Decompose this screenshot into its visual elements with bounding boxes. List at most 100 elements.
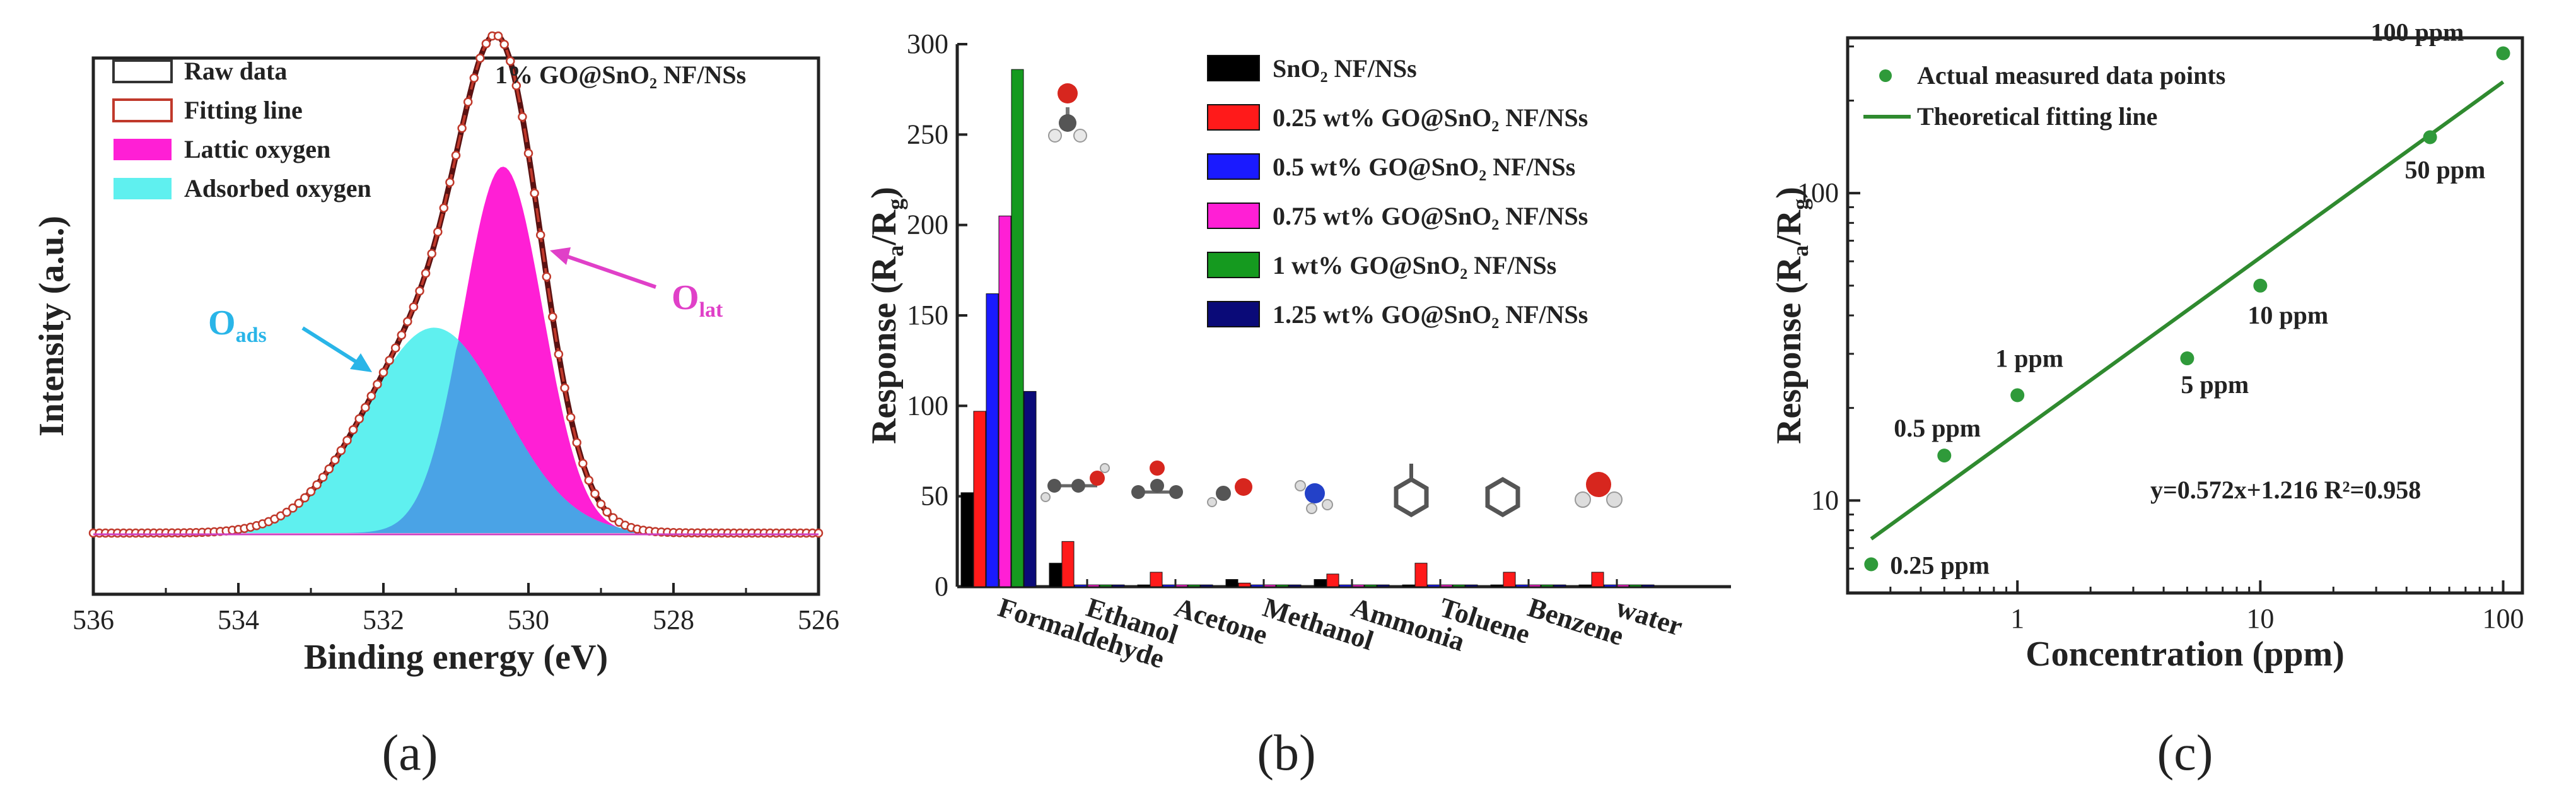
bar — [1099, 584, 1112, 587]
bar — [1427, 584, 1440, 587]
panel-c-label: (c) — [2157, 725, 2213, 781]
raw-data-point — [361, 402, 370, 413]
raw-data-point — [523, 148, 533, 158]
point-label: 0.5 ppm — [1894, 414, 1981, 442]
bar — [1263, 584, 1276, 587]
bar — [1225, 579, 1238, 587]
raw-data-point — [560, 383, 569, 393]
bar — [1515, 584, 1529, 587]
raw-data-point — [318, 472, 328, 482]
bar — [1011, 69, 1024, 587]
bar — [1364, 584, 1377, 587]
panel-b-legend: SnO₂ NF/NSs 0.25 wt% GO@SnO₂ NF/NSs 0.5 wt… — [1207, 54, 1588, 329]
panel-a-olat-annotation: Olat — [550, 247, 723, 322]
panel-a-y-axis-title: Intensity (a.u.) — [32, 216, 71, 437]
point-label: 5 ppm — [2181, 370, 2249, 399]
panel-c-log-scatter: 1 10 100 10 100 0.25 ppm 0.5 ppm 1 ppm 5 ppm 10 … — [1769, 18, 2524, 781]
x-tick-label: 532 — [363, 604, 404, 635]
panel-a-legend: Raw data Fitting line Lattic oxygen Adsorbe… — [112, 57, 371, 202]
bar — [1414, 563, 1428, 587]
bar — [1604, 584, 1617, 587]
raw-data-point — [518, 112, 527, 122]
water-molecule-icon — [1575, 472, 1623, 508]
legend-label: Theoretical fitting line — [1917, 102, 2157, 131]
panel-a-oads-annotation: Oads — [208, 303, 372, 372]
x-tick-label: 10 — [2246, 603, 2274, 634]
data-point — [1937, 449, 1952, 463]
raw-data-point — [366, 391, 376, 401]
panel-b-bar-chart: 0 50 100 150 200 250 300 FormaldehydeEthanolAc… — [865, 28, 1731, 781]
bar — [1377, 584, 1390, 587]
panel-b-label: (b) — [1257, 725, 1315, 781]
bar — [1553, 584, 1566, 587]
point-label: 1 ppm — [1995, 344, 2063, 372]
bar — [1490, 584, 1503, 587]
panel-a-sample-title: 1% GO@SnO₂ NF/NSs — [495, 61, 746, 89]
raw-data-point — [469, 73, 479, 83]
raw-data-point — [578, 459, 588, 468]
x-tick-label: 530 — [508, 604, 549, 635]
x-tick-label: 536 — [73, 604, 114, 635]
ethanol-molecule-icon — [1040, 463, 1110, 502]
y-tick-label: 10 — [1811, 484, 1839, 515]
raw-data-point — [439, 203, 449, 213]
panel-b-category-labels: FormaldehydeEthanolAcetoneMethanolAmmoni… — [994, 592, 1686, 674]
legend-swatch — [112, 98, 173, 122]
y-tick-label: 150 — [907, 300, 948, 331]
data-point — [2423, 130, 2437, 144]
bar — [1591, 572, 1604, 587]
bar — [1187, 584, 1201, 587]
bar — [1616, 584, 1629, 587]
x-tick-label: 1 — [2010, 603, 2024, 634]
legend-point-marker — [1879, 69, 1892, 82]
bar — [973, 411, 986, 587]
bar — [1200, 584, 1213, 587]
bar — [1326, 573, 1339, 587]
x-tick-label: 534 — [218, 604, 259, 635]
raw-data-point — [602, 507, 612, 517]
point-label: 10 ppm — [2247, 301, 2328, 329]
bar — [1440, 584, 1453, 587]
bar — [1314, 579, 1327, 587]
raw-data-point — [584, 476, 594, 485]
legend-label: Lattic oxygen — [184, 135, 330, 163]
legend-swatch — [112, 59, 173, 83]
raw-data-point — [475, 53, 485, 63]
panel-b-y-axis-title: Response (Ra/Rg) — [865, 187, 908, 444]
ammonia-molecule-icon — [1295, 480, 1333, 514]
panel-a-x-axis-title: Binding energy (eV) — [304, 638, 608, 677]
raw-data-point — [511, 81, 522, 91]
formaldehyde-molecule-icon — [1048, 83, 1087, 143]
panel-b-bars — [960, 69, 1655, 587]
raw-data-point — [457, 124, 467, 133]
raw-data-point — [415, 286, 424, 296]
bar — [1250, 584, 1264, 587]
raw-data-point — [336, 445, 346, 455]
raw-data-point — [596, 499, 606, 509]
raw-data-point — [499, 40, 509, 49]
panel-b-y-ticks: 0 50 100 150 200 250 300 — [907, 28, 967, 602]
bar — [1074, 584, 1087, 587]
y-tick-label: 200 — [907, 209, 948, 240]
raw-data-point — [506, 56, 515, 66]
legend-label: Raw data — [184, 57, 287, 85]
raw-data-point — [542, 272, 552, 281]
panel-c-points: 0.25 ppm 0.5 ppm 1 ppm 5 ppm 10 ppm 50 ppm 100… — [1864, 18, 2510, 579]
acetone-molecule-icon — [1131, 461, 1183, 499]
data-point — [1864, 557, 1879, 572]
raw-data-point — [451, 151, 461, 160]
legend-swatch — [1207, 55, 1260, 81]
raw-data-point — [300, 493, 310, 503]
raw-data-point — [282, 507, 291, 517]
bar — [1465, 584, 1478, 587]
legend-swatch — [114, 139, 172, 160]
bar — [1288, 584, 1302, 587]
oads-arrow — [301, 326, 364, 368]
legend-label: Actual measured data points — [1917, 61, 2225, 90]
olat-label: Olat — [672, 278, 723, 322]
peak-overlap-area — [93, 340, 819, 533]
raw-data-point — [354, 414, 364, 424]
bar — [1276, 584, 1289, 587]
data-point — [2253, 278, 2268, 293]
legend-label: SnO₂ NF/NSs — [1273, 54, 1417, 83]
